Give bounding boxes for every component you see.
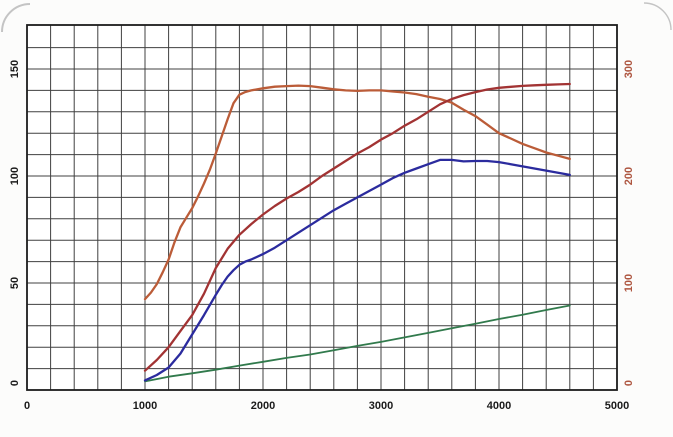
x-axis-tick-label: 3000: [369, 400, 393, 412]
y-left-axis-tick-label: 100: [9, 167, 21, 185]
y-left-axis-tick-label: 150: [9, 60, 21, 78]
x-axis-tick-label: 1000: [133, 400, 157, 412]
plot-area: [27, 25, 617, 390]
photo-corner-artifact-top-right: [643, 2, 672, 31]
x-axis-tick-label: 4000: [487, 400, 511, 412]
x-axis-tick-label: 5000: [605, 400, 629, 412]
photo-corner-artifact-top-left: [1, 3, 31, 33]
y-right-axis-tick-label: 100: [623, 274, 635, 292]
power-curve-red-line: [143, 82, 571, 372]
x-axis-tick-label: 2000: [251, 400, 275, 412]
auxiliary-curve-green-line: [144, 304, 571, 383]
y-left-axis-tick-label: 50: [9, 277, 21, 289]
y-right-axis-tick-label: 200: [623, 167, 635, 185]
y-right-axis-tick-label: 300: [623, 60, 635, 78]
plot-border: [26, 24, 618, 391]
y-right-axis-tick-label: 0: [623, 380, 635, 386]
x-axis-tick-label: 0: [24, 400, 30, 412]
y-left-axis-tick-label: 0: [9, 380, 21, 386]
torque-curve-orange-line: [143, 84, 571, 301]
power-curve-blue-line: [143, 158, 571, 382]
